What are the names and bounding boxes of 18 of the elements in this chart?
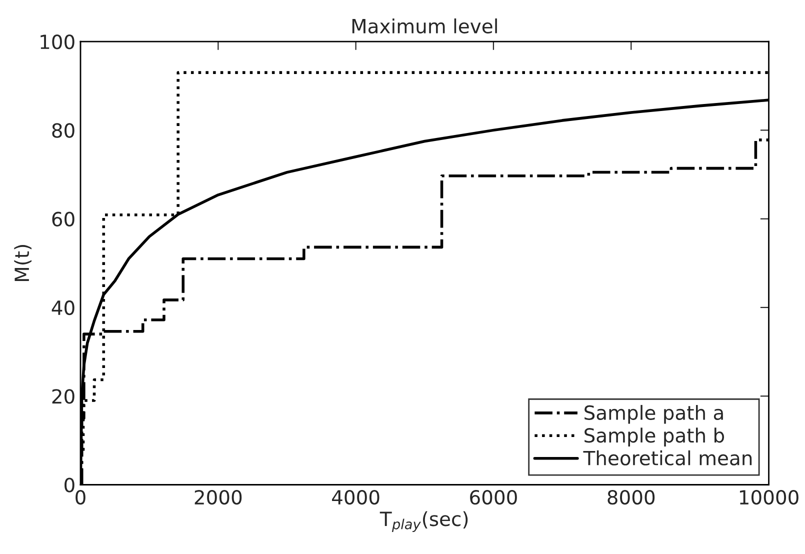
y-axis-title: M(t) (14, 245, 32, 282)
legend-label: Sample path a (584, 404, 723, 424)
x-tick-label: 10000 (740, 490, 798, 505)
x-tick-label: 8000 (608, 490, 655, 505)
y-tick-label: 60 (52, 212, 74, 226)
y-tick-label: 20 (52, 389, 74, 404)
x-axis-title: T$_{play}$(sec) (380, 511, 468, 532)
y-tick-label: 0 (64, 478, 74, 492)
x-tick-label: 2000 (194, 490, 242, 505)
x-tick-label: 0 (76, 490, 86, 505)
x-tick-label: 4000 (332, 490, 380, 505)
legend-label: Sample path b (584, 428, 724, 446)
y-tick-label: 40 (52, 300, 74, 316)
y-tick-label: 80 (52, 123, 74, 138)
chart-title: Maximum level (352, 18, 497, 34)
y-tick-label: 100 (40, 34, 74, 50)
x-tick-label: 6000 (470, 490, 517, 505)
legend-label: Theoretical mean (583, 450, 752, 466)
